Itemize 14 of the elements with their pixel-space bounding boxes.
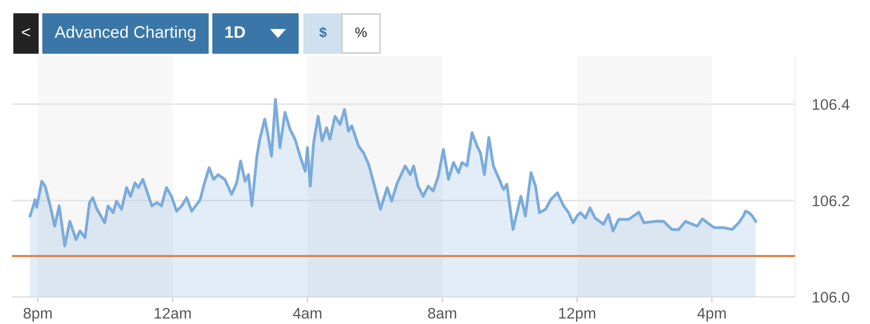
text: $ [319,26,327,38]
text: % [355,27,367,38]
x-tick-label: 8am [428,308,456,319]
y-tick-label: 106.0 [812,292,850,303]
x-tick-label: 4pm [697,308,726,322]
x-tick-label: 12pm [559,308,596,322]
text: Advanced Charting [54,26,196,42]
text: < [22,28,30,37]
x-tick-label: 4am [292,308,322,319]
text: 1D [225,26,245,38]
x-tick-label: 8pm [24,308,52,322]
x-tick-label: 12am [154,308,191,319]
y-tick-label: 106.2 [812,195,850,206]
y-tick-label: 106.4 [812,99,850,110]
